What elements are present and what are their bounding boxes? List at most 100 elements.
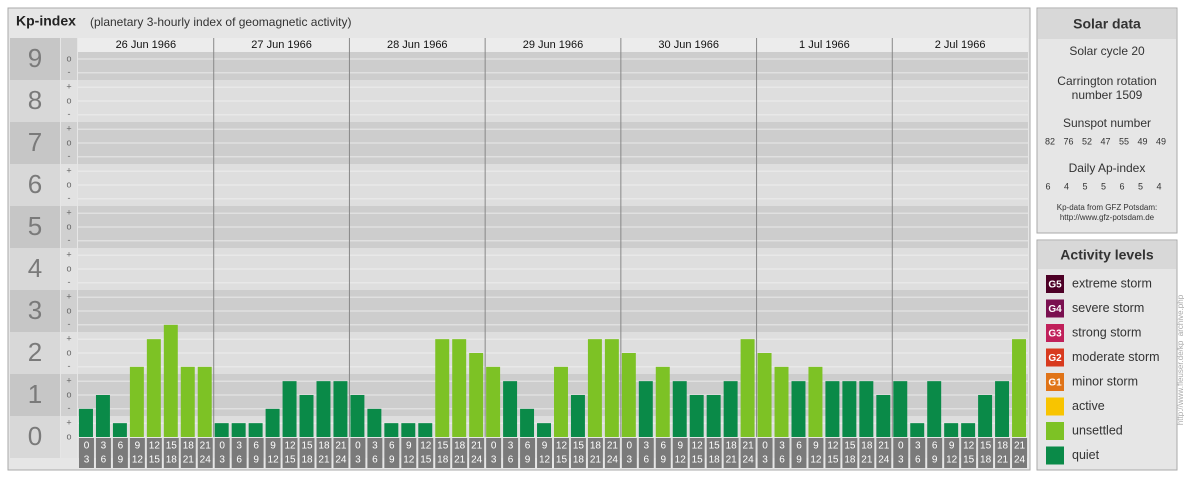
- hour-box: [367, 438, 383, 468]
- minor-tick-label: o: [66, 53, 71, 63]
- hour-start: 15: [301, 441, 313, 452]
- level-label: unsettled: [1072, 423, 1123, 437]
- date-label: 28 Jun 1966: [387, 39, 448, 51]
- hour-start: 9: [813, 441, 819, 452]
- hour-box: [384, 438, 400, 468]
- hour-start: 6: [253, 441, 259, 452]
- panel-header: [1038, 9, 1176, 39]
- y-tick-label: 2: [28, 337, 42, 367]
- hour-start: 18: [997, 441, 1009, 452]
- bar: [452, 339, 467, 437]
- level-badge: G4: [1048, 304, 1062, 315]
- hour-start: 0: [898, 441, 904, 452]
- bar: [689, 395, 704, 437]
- hour-box: [570, 438, 586, 468]
- bar: [214, 423, 229, 437]
- hour-end: 21: [726, 455, 738, 466]
- hour-end: 12: [268, 455, 280, 466]
- solar-cycle: Solar cycle 20: [1069, 44, 1145, 58]
- hour-start: 21: [200, 441, 212, 452]
- hour-box: [689, 438, 705, 468]
- hour-box: [520, 438, 536, 468]
- date-label: 27 Jun 1966: [251, 39, 312, 51]
- title: Kp-index: [16, 13, 76, 29]
- hour-box: [706, 438, 722, 468]
- hour-start: 18: [590, 441, 602, 452]
- hour-box: [316, 438, 332, 468]
- level-swatch: [1046, 397, 1064, 416]
- bar: [79, 408, 93, 437]
- hour-end: 12: [539, 455, 551, 466]
- hour-start: 6: [118, 441, 124, 452]
- band-label: [10, 374, 60, 416]
- band-label: [10, 332, 60, 374]
- minor-tick-label: o: [66, 95, 71, 105]
- hour-end: 6: [779, 455, 785, 466]
- minor-tick-label: -: [68, 193, 71, 203]
- hour-end: 15: [149, 455, 161, 466]
- hour-start: 18: [183, 441, 195, 452]
- bar: [180, 366, 195, 437]
- band-label: [10, 206, 60, 248]
- hour-end: 15: [827, 455, 839, 466]
- hour-end: 18: [709, 455, 721, 466]
- hour-end: 12: [403, 455, 415, 466]
- hour-end: 21: [454, 455, 466, 466]
- hour-start: 21: [607, 441, 619, 452]
- minor-tick-label: +: [66, 166, 71, 176]
- y-tick-label: 5: [28, 211, 42, 241]
- hour-end: 18: [980, 455, 992, 466]
- bar: [638, 381, 653, 437]
- minor-tick-label: -: [68, 109, 71, 119]
- hour-end: 3: [491, 455, 497, 466]
- hour-end: 3: [355, 455, 361, 466]
- hour-start: 6: [796, 441, 802, 452]
- hour-box: [842, 438, 858, 468]
- hour-start: 9: [949, 441, 955, 452]
- bar: [265, 408, 280, 437]
- bar: [825, 381, 840, 437]
- bar: [248, 423, 263, 437]
- ap-label: Daily Ap-index: [1069, 161, 1146, 175]
- hour-start: 3: [508, 441, 514, 452]
- bar: [520, 408, 535, 437]
- hour-end: 3: [898, 455, 904, 466]
- hour-start: 12: [284, 441, 296, 452]
- bar: [757, 353, 772, 437]
- hour-box: [961, 438, 977, 468]
- date-label: 30 Jun 1966: [658, 39, 719, 51]
- hour-box: [435, 438, 451, 468]
- level-swatch: [1046, 275, 1064, 293]
- level-label: active: [1072, 399, 1105, 413]
- hour-end: 9: [660, 455, 666, 466]
- bar: [876, 395, 891, 437]
- hour-start: 12: [827, 441, 839, 452]
- hour-start: 3: [915, 441, 921, 452]
- bar: [129, 366, 144, 437]
- hour-box: [537, 438, 552, 468]
- hour-end: 15: [963, 455, 975, 466]
- band: [78, 52, 1028, 80]
- hour-end: 6: [508, 455, 514, 466]
- hour-start: 9: [542, 441, 548, 452]
- bar: [604, 339, 619, 437]
- hour-box: [740, 438, 756, 468]
- ap-value: 6: [1045, 181, 1050, 191]
- hour-start: 9: [677, 441, 683, 452]
- y-tick-label: 0: [28, 421, 42, 451]
- bar: [723, 381, 738, 437]
- hour-end: 12: [810, 455, 822, 466]
- hour-box: [791, 438, 807, 468]
- hour-box: [469, 438, 485, 468]
- band-label: [10, 290, 60, 332]
- hour-start: 9: [270, 441, 276, 452]
- hour-start: 0: [84, 441, 90, 452]
- sunspot-number: 49: [1137, 136, 1147, 146]
- bar: [299, 395, 314, 437]
- bar: [469, 353, 484, 437]
- y-tick-label: 1: [28, 379, 42, 409]
- hour-start: 6: [389, 441, 395, 452]
- hour-box: [95, 438, 111, 468]
- hour-end: 21: [590, 455, 602, 466]
